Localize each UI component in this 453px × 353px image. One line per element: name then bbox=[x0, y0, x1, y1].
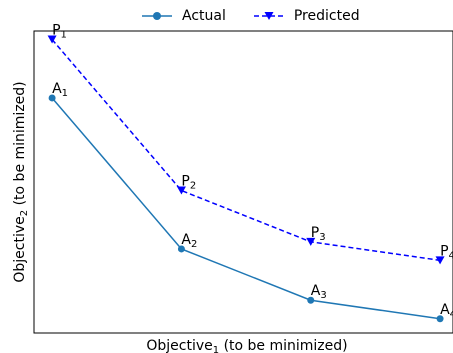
marker-actual-2 bbox=[177, 245, 185, 253]
legend-swatch-actual bbox=[142, 12, 172, 20]
plot-frame bbox=[33, 30, 453, 334]
point-label-actual-3: A3 bbox=[311, 283, 327, 301]
series-line-predicted bbox=[51, 39, 441, 262]
legend-item-predicted: Predicted bbox=[252, 8, 360, 24]
legend-swatch-predicted bbox=[253, 12, 284, 20]
marker-predicted-1 bbox=[47, 35, 57, 44]
x-axis-label: Objective1 (to be minimized) bbox=[146, 338, 347, 353]
point-label-actual-1: A1 bbox=[52, 81, 68, 99]
marker-actual-4 bbox=[436, 315, 444, 323]
chart-legend: Actual Predicted bbox=[140, 8, 386, 24]
series-line-actual bbox=[51, 97, 441, 320]
marker-actual-1 bbox=[48, 94, 56, 102]
point-label-actual-2: A2 bbox=[181, 232, 197, 250]
marker-predicted-2 bbox=[176, 186, 186, 195]
legend-item-actual: Actual bbox=[140, 8, 226, 24]
point-label-predicted-4: P4 bbox=[440, 243, 453, 261]
marker-actual-3 bbox=[307, 296, 315, 304]
y-axis-label: Objective2 (to be minimized) bbox=[12, 81, 30, 282]
legend-label-predicted: Predicted bbox=[293, 8, 360, 24]
point-label-predicted-1: P1 bbox=[52, 23, 67, 41]
plot-area bbox=[47, 35, 445, 323]
point-label-predicted-2: P2 bbox=[181, 174, 196, 192]
point-label-predicted-3: P3 bbox=[311, 225, 326, 243]
legend-label-actual: Actual bbox=[182, 8, 226, 24]
point-label-actual-4: A4 bbox=[440, 302, 453, 320]
point-labels: A1 A2 A3 A4 P1 P2 P3 P4 bbox=[52, 23, 453, 320]
marker-predicted-3 bbox=[306, 237, 316, 246]
marker-predicted-4 bbox=[435, 256, 445, 265]
